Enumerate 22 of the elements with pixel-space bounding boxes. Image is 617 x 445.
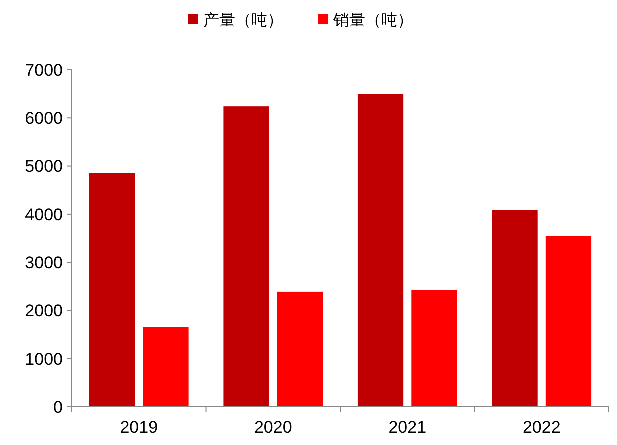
legend-label: 产量（吨） (204, 12, 284, 30)
y-tick-label: 7000 (25, 60, 63, 80)
x-tick-label: 2022 (522, 418, 561, 437)
y-tick-label: 4000 (25, 205, 63, 224)
bar (224, 106, 270, 407)
legend-label: 销量（吨） (332, 12, 414, 30)
bar (277, 292, 324, 407)
bar (412, 290, 458, 407)
y-tick-label: 0 (54, 398, 63, 417)
x-tick-label: 2021 (388, 418, 427, 437)
y-tick-label: 5000 (25, 157, 63, 176)
bar (492, 210, 538, 407)
bar (546, 236, 592, 407)
y-tick-label: 3000 (25, 254, 63, 273)
y-tick-label: 6000 (25, 109, 63, 128)
x-tick-label: 2020 (254, 418, 292, 437)
y-tick-label: 2000 (25, 302, 63, 321)
bar (89, 173, 136, 407)
bar (358, 94, 404, 407)
y-tick-label: 1000 (25, 350, 63, 369)
bar (143, 327, 189, 407)
x-tick-label: 2019 (120, 418, 158, 437)
